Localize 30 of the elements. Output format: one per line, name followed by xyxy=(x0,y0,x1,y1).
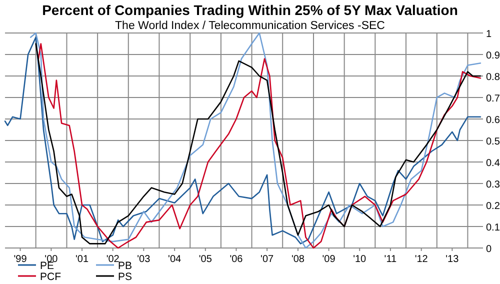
x-tick-label: '06 xyxy=(230,254,244,265)
x-tick-label: '02 xyxy=(106,254,120,265)
y-tick-label: 0.4 xyxy=(486,158,500,169)
x-tick-label: '04 xyxy=(168,254,182,265)
x-tick-label: '08 xyxy=(291,254,305,265)
legend-label: PS xyxy=(118,271,132,283)
x-tick-label: '10 xyxy=(353,254,367,265)
legend-label: PB xyxy=(118,260,132,272)
y-tick-label: 0.7 xyxy=(486,94,500,104)
y-tick-label: 1 xyxy=(486,29,492,40)
y-tick-label: 0.5 xyxy=(486,136,500,148)
x-tick-label: '01 xyxy=(75,254,89,265)
y-tick-label: 0.8 xyxy=(486,72,500,83)
y-tick-label: 0.3 xyxy=(486,180,500,190)
x-tick-label: '11 xyxy=(384,254,398,265)
chart-subtitle: The World Index / Telecommunication Services -SEC xyxy=(115,20,385,32)
x-tick-label: '13 xyxy=(446,254,460,265)
x-tick-label: '03 xyxy=(137,254,151,265)
y-tick-label: 0.6 xyxy=(486,115,500,126)
legend-label: PCF xyxy=(40,271,61,283)
chart-title: Percent of Companies Trading Within 25% of 5Y Max Valuation xyxy=(42,2,458,18)
x-tick-label: '12 xyxy=(414,254,428,265)
x-tick-label: '05 xyxy=(198,254,212,265)
x-tick-label: '99 xyxy=(14,254,28,265)
y-tick-label: 0.9 xyxy=(486,50,500,62)
x-tick-label: '09 xyxy=(322,254,336,265)
x-tick-label: '07 xyxy=(260,254,274,265)
y-tick-label: 0.1 xyxy=(486,222,500,234)
y-tick-label: 0 xyxy=(486,244,492,255)
y-tick-label: 0.2 xyxy=(486,201,500,212)
